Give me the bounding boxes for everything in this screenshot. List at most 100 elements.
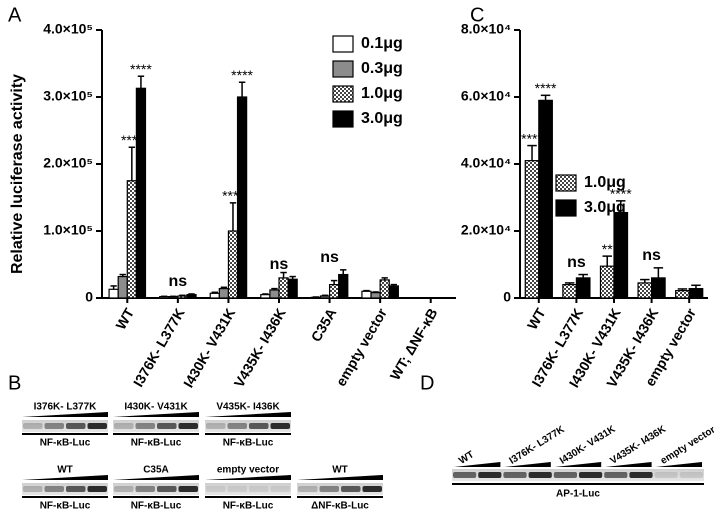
band	[23, 486, 43, 492]
error-bar	[363, 289, 370, 292]
panel-label: B	[8, 372, 21, 394]
y-tick-label: 2.0×10⁴	[461, 222, 511, 238]
band	[66, 423, 86, 429]
band	[654, 472, 678, 478]
significance: ns	[567, 254, 586, 271]
band	[298, 486, 318, 492]
band	[270, 486, 290, 492]
x-tick-label: WT	[112, 305, 137, 332]
band	[178, 423, 198, 429]
x-tick-label: WT	[524, 305, 549, 332]
blot-label: I376K- L377K	[34, 402, 98, 413]
bar	[278, 277, 289, 299]
band	[528, 472, 552, 478]
blot	[113, 420, 199, 432]
bar	[599, 265, 615, 299]
band	[362, 486, 382, 492]
bar	[209, 292, 220, 299]
wedge	[22, 412, 108, 417]
y-tick-label: 1.0×10⁵	[43, 222, 93, 238]
error-bar	[179, 294, 186, 297]
error-bar	[119, 273, 126, 277]
bar	[361, 290, 372, 299]
error-bar	[653, 267, 664, 278]
y-tick-label: 4.0×10⁵	[43, 21, 93, 37]
legend-label: 3.0μg	[361, 110, 403, 127]
error-bar	[602, 255, 612, 267]
x-tick-label: C35A	[308, 305, 340, 344]
lane-label: I376K- L377K	[508, 424, 568, 467]
bar	[650, 277, 666, 299]
bar	[538, 99, 553, 299]
bar	[236, 96, 248, 299]
significance: ns	[270, 256, 289, 273]
error-bar	[321, 294, 329, 297]
significance: ns	[169, 273, 188, 290]
bar	[379, 279, 390, 299]
bar	[524, 160, 540, 299]
bar	[218, 288, 230, 299]
error-bar	[691, 284, 701, 289]
blot-label: V435K- I436K	[216, 402, 280, 413]
legend-swatch	[332, 60, 354, 78]
error-bar	[372, 291, 379, 293]
band	[249, 423, 269, 429]
error-bar	[238, 81, 246, 97]
lane-label: empty vector	[659, 424, 714, 466]
error-bar	[381, 277, 388, 280]
bar	[135, 87, 147, 299]
blot-label: WT	[57, 465, 73, 476]
underline	[22, 496, 108, 498]
error-bar	[390, 283, 397, 286]
band	[114, 486, 134, 492]
underline	[205, 496, 291, 498]
bar	[287, 278, 298, 299]
panel-label: D	[420, 372, 434, 394]
blot-label: NF-κB-Luc	[40, 438, 91, 449]
x-tick-label: WT; ΔNF-κB	[387, 305, 441, 382]
error-bar	[110, 285, 117, 290]
bar	[227, 230, 239, 299]
error-bar	[229, 202, 237, 231]
blot	[205, 420, 291, 432]
bar	[575, 277, 591, 299]
wedge	[113, 475, 199, 480]
blot	[205, 483, 291, 495]
blot-label: C35A	[143, 465, 169, 476]
band	[135, 486, 155, 492]
blot	[113, 483, 199, 495]
blot-label: AP-1-Luc	[556, 489, 600, 500]
wedge	[205, 412, 291, 417]
bar	[613, 211, 629, 299]
bar	[388, 285, 399, 299]
band	[206, 423, 226, 429]
underline	[205, 433, 291, 435]
legend-label: 0.1μg	[361, 35, 403, 52]
significance: ****	[610, 186, 632, 202]
wedge	[504, 462, 551, 467]
band	[87, 486, 107, 492]
wedge	[22, 475, 108, 480]
significance: ns	[320, 249, 339, 266]
error-bar	[677, 288, 688, 291]
band	[135, 423, 155, 429]
x-tick-label: I430K- V431K	[180, 305, 238, 390]
underline	[22, 433, 108, 435]
error-bar	[540, 94, 551, 101]
bar	[186, 294, 197, 299]
band	[478, 472, 502, 478]
legend-label: 1.0μg	[361, 85, 403, 102]
legend-swatch	[555, 174, 577, 192]
legend-swatch	[555, 199, 577, 217]
wedge	[297, 475, 383, 480]
y-tick-label: 0	[85, 289, 93, 305]
band	[87, 423, 107, 429]
band	[249, 486, 269, 492]
error-bar	[220, 286, 228, 289]
band	[579, 472, 603, 478]
blot-label: WT	[332, 465, 348, 476]
y-tick-label: 3.0×10⁵	[43, 88, 93, 104]
panel-label: C	[470, 4, 484, 26]
band	[270, 423, 290, 429]
significance: ****	[231, 67, 253, 83]
